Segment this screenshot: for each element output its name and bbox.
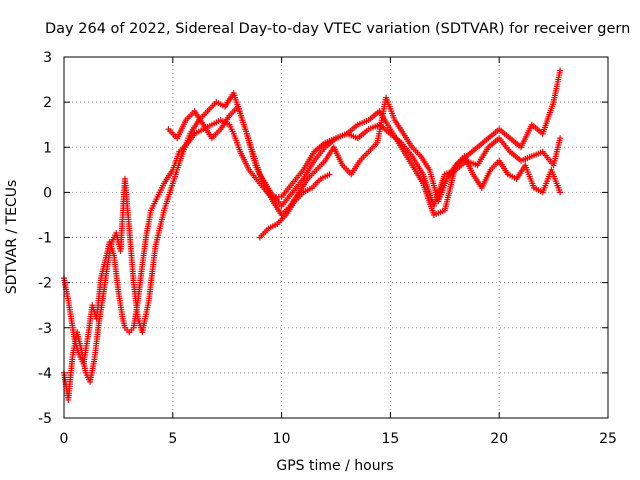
x-tick-label: 25 xyxy=(599,431,617,447)
x-tick-label: 5 xyxy=(168,431,177,447)
series-3 xyxy=(256,171,333,241)
data-point xyxy=(557,135,564,142)
y-tick-label: -4 xyxy=(38,366,52,382)
series-1 xyxy=(61,67,564,403)
y-tick-label: 2 xyxy=(43,95,52,111)
data-point xyxy=(557,189,564,196)
y-tick-label: -2 xyxy=(38,276,52,292)
x-tick-labels: 0 5 10 15 20 25 xyxy=(60,431,617,447)
y-tick-label: 0 xyxy=(43,185,52,201)
series-2 xyxy=(165,94,564,218)
x-tick-label: 10 xyxy=(273,431,291,447)
y-tick-label: -5 xyxy=(38,411,52,427)
y-tick-label: -1 xyxy=(38,231,52,247)
data-point xyxy=(557,67,564,74)
plot-frame xyxy=(63,56,609,419)
y-tick-labels: -5 -4 -3 -2 -1 0 1 2 3 xyxy=(38,50,52,427)
data-series xyxy=(61,67,564,403)
x-tick-label: 0 xyxy=(60,431,69,447)
series-0 xyxy=(61,117,564,367)
data-point xyxy=(326,171,333,178)
y-tick-label: 1 xyxy=(43,140,52,156)
y-axis-label: SDTVAR / TECUs xyxy=(4,180,20,295)
chart-title: Day 264 of 2022, Sidereal Day-to-day VTE… xyxy=(45,21,630,37)
x-tick-label: 20 xyxy=(490,431,508,447)
y-tick-label: -3 xyxy=(38,321,52,337)
y-tick-label: 3 xyxy=(43,50,52,66)
x-tick-label: 15 xyxy=(381,431,399,447)
x-axis-label: GPS time / hours xyxy=(276,458,393,474)
